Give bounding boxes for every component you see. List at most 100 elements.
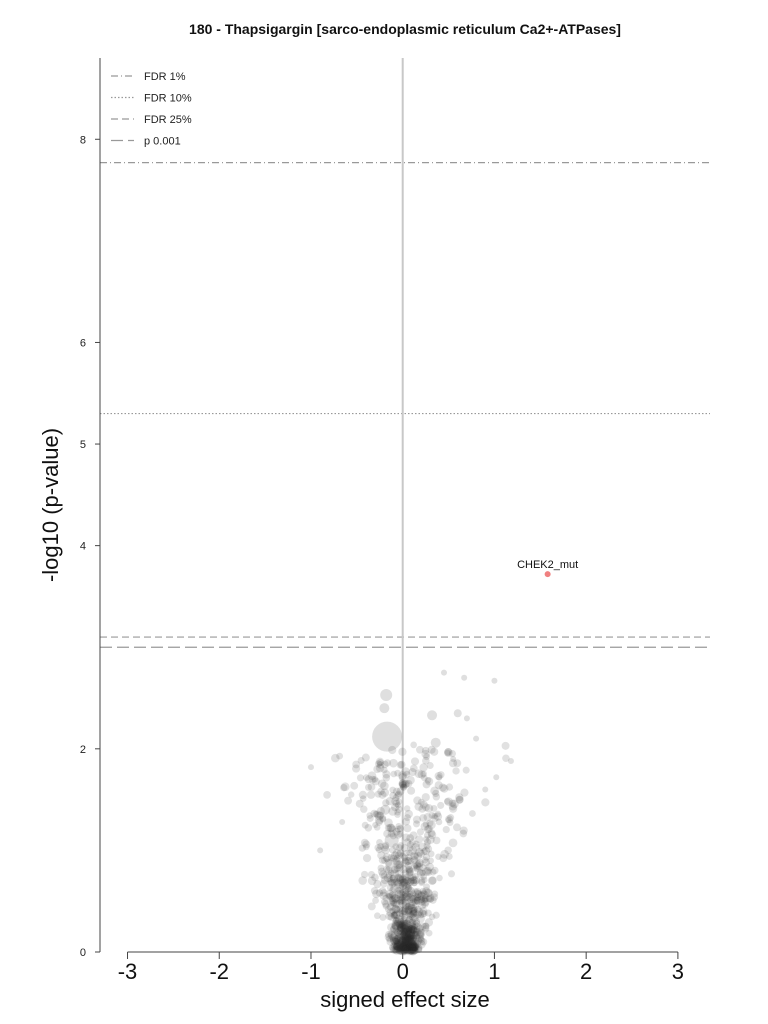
cloud-point	[430, 893, 439, 901]
cloud-point	[427, 876, 437, 886]
cloud-point	[417, 891, 426, 901]
cloud-point	[389, 942, 398, 952]
cloud-point	[387, 913, 396, 921]
cloud-point	[405, 934, 414, 942]
cloud-point	[393, 880, 403, 889]
cloud-point	[408, 938, 416, 946]
cloud-point	[395, 863, 404, 872]
cloud-point	[400, 929, 410, 938]
cloud-point	[407, 945, 415, 953]
large-point	[473, 735, 480, 742]
cloud-point	[405, 942, 414, 951]
cloud-point	[405, 869, 414, 877]
cloud-point	[386, 823, 395, 833]
cloud-point	[400, 936, 409, 946]
cloud-point	[417, 936, 425, 943]
cloud-point	[408, 941, 417, 951]
cloud-point	[389, 886, 396, 894]
cloud-point	[462, 766, 470, 774]
cloud-point	[423, 825, 432, 834]
cloud-point	[415, 862, 424, 871]
cloud-point	[402, 875, 410, 884]
cloud-point	[398, 898, 408, 908]
cloud-point	[399, 944, 409, 953]
x-tick-label: -2	[209, 959, 229, 984]
cloud-point	[331, 753, 340, 763]
y-ticks: 0 2 4 5 6 8	[80, 134, 100, 959]
cloud-point	[421, 846, 431, 855]
cloud-point	[403, 945, 411, 953]
cloud-point	[400, 780, 410, 789]
cloud-point	[391, 942, 399, 949]
cloud-point	[389, 854, 398, 862]
cloud-point	[408, 943, 417, 952]
cloud-point	[380, 872, 388, 880]
cloud-point	[403, 934, 412, 943]
highlight-point	[544, 571, 551, 578]
cloud-point	[377, 864, 385, 872]
cloud-point	[431, 866, 439, 875]
cloud-point	[402, 923, 412, 932]
cloud-point	[388, 869, 395, 877]
cloud-point	[397, 923, 406, 933]
cloud-point	[371, 777, 380, 786]
cloud-point	[439, 854, 448, 863]
cloud-point	[398, 943, 407, 952]
cloud-point	[455, 795, 464, 804]
cloud-point	[400, 935, 408, 943]
cloud-point	[409, 934, 418, 942]
cloud-point	[408, 935, 415, 942]
cloud-point	[386, 937, 395, 946]
cloud-point	[401, 898, 410, 907]
cloud-point	[410, 942, 420, 951]
cloud-point	[412, 893, 421, 902]
cloud-point	[377, 842, 384, 850]
cloud-point	[399, 852, 406, 859]
cloud-point	[396, 940, 404, 949]
cloud-point	[392, 935, 401, 945]
cloud-point	[408, 943, 418, 953]
cloud-point	[410, 941, 417, 948]
cloud-point	[408, 927, 416, 935]
cloud-point	[387, 877, 396, 886]
cloud-point	[418, 909, 427, 918]
cloud-point	[399, 945, 408, 953]
cloud-point	[400, 783, 408, 791]
cloud-point	[404, 939, 414, 948]
cloud-point	[405, 930, 413, 938]
cloud-point	[417, 934, 424, 942]
cloud-point	[398, 937, 406, 945]
cloud-point	[415, 835, 424, 844]
cloud-point	[400, 918, 409, 927]
cloud-point	[447, 814, 455, 822]
cloud-point	[395, 944, 403, 953]
cloud-point	[360, 838, 369, 847]
cloud-point	[413, 887, 422, 896]
cloud-point	[400, 930, 409, 939]
cloud-point	[371, 873, 379, 882]
cloud-point	[395, 851, 403, 860]
cloud-point	[400, 907, 409, 916]
cloud-point	[404, 884, 413, 893]
cloud-point	[401, 858, 410, 867]
cloud-point	[397, 943, 406, 953]
cloud-point	[407, 877, 415, 885]
cloud-point	[409, 930, 418, 940]
cloud-point	[408, 768, 417, 777]
cloud-point	[364, 823, 373, 832]
cloud-point	[400, 878, 409, 887]
cloud-point	[409, 925, 418, 934]
cloud-point	[372, 897, 379, 904]
cloud-point	[419, 938, 428, 946]
cloud-point	[409, 913, 418, 922]
cloud-point	[380, 898, 388, 906]
cloud-point	[403, 933, 412, 942]
cloud-point	[422, 746, 430, 755]
cloud-point	[385, 935, 394, 943]
cloud-point	[394, 808, 401, 816]
cloud-point	[399, 925, 407, 933]
cloud-point	[399, 928, 408, 937]
cloud-point	[378, 790, 387, 799]
y-tick-label: 8	[80, 134, 86, 146]
cloud-point	[389, 898, 398, 906]
